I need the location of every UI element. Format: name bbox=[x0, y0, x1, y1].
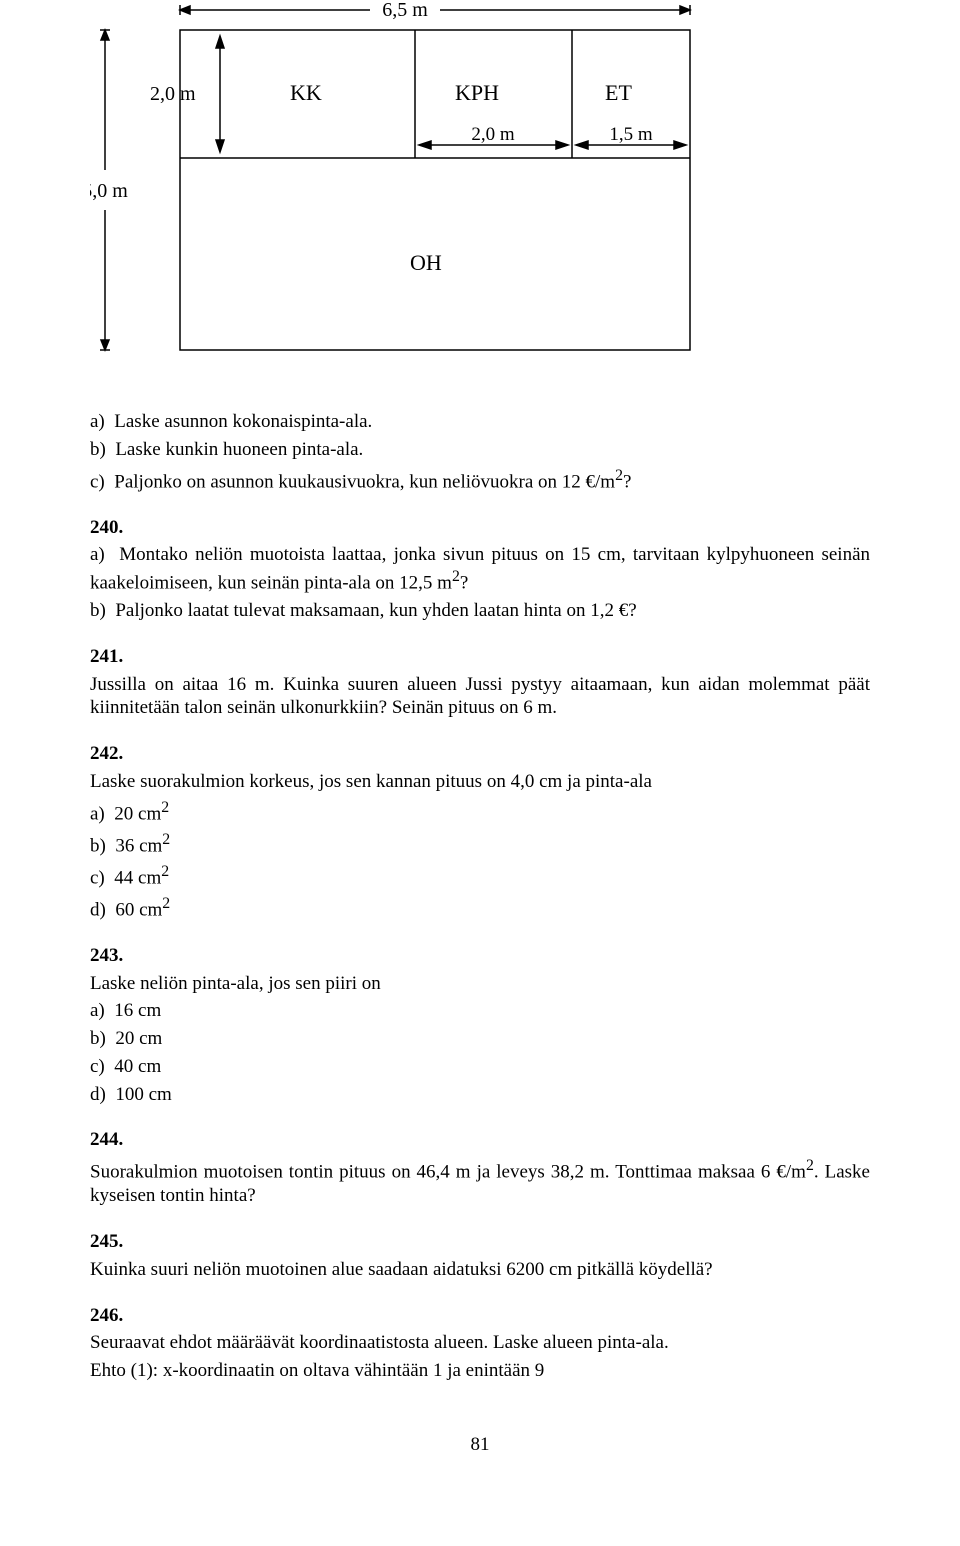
question-240: 240. a) Montako neliön muotoista laattaa… bbox=[90, 516, 870, 623]
question-246: 246. Seuraavat ehdot määräävät koordinaa… bbox=[90, 1304, 870, 1383]
label-kk: KK bbox=[290, 80, 322, 105]
page-number: 81 bbox=[90, 1433, 870, 1457]
dim-outer-width: 6,5 m bbox=[382, 0, 428, 21]
dim-kph-width: 2,0 m bbox=[471, 124, 515, 145]
question-241: 241. Jussilla on aitaa 16 m. Kuinka suur… bbox=[90, 645, 870, 720]
question-244: 244. Suorakulmion muotoisen tontin pituu… bbox=[90, 1128, 870, 1208]
intro-a: a) Laske asunnon kokonaispinta-ala. bbox=[90, 410, 870, 434]
dim-et-width: 1,5 m bbox=[609, 124, 653, 145]
question-243: 243. Laske neliön pinta-ala, jos sen pii… bbox=[90, 944, 870, 1107]
label-et: ET bbox=[605, 80, 632, 105]
intro-c: c) Paljonko on asunnon kuukausivuokra, k… bbox=[90, 466, 870, 494]
intro-b: b) Laske kunkin huoneen pinta-ala. bbox=[90, 438, 870, 462]
dim-outer-height: 5,0 m bbox=[90, 180, 128, 202]
question-245: 245. Kuinka suuri neliön muotoinen alue … bbox=[90, 1230, 870, 1282]
floorplan-diagram: 6,5 m 5,0 m bbox=[90, 0, 770, 370]
label-kph: KPH bbox=[455, 80, 499, 105]
label-oh: OH bbox=[410, 250, 442, 275]
dim-room-height: 2,0 m bbox=[150, 83, 196, 105]
question-242: 242. Laske suorakulmion korkeus, jos sen… bbox=[90, 742, 870, 922]
